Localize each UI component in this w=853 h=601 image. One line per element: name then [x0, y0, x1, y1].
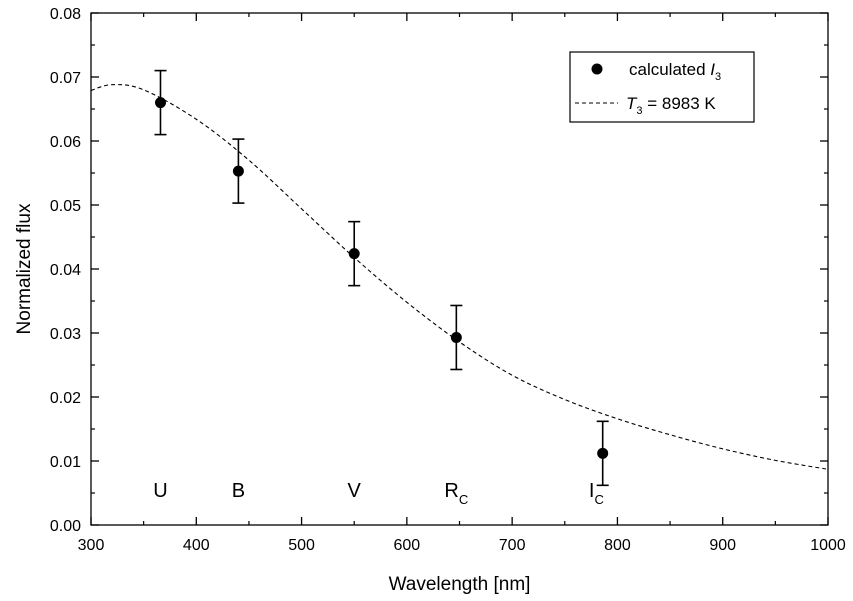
legend-italic: I — [710, 60, 715, 79]
x-tick-label: 700 — [499, 537, 526, 554]
x-tick-label: 600 — [394, 537, 421, 554]
data-point — [450, 331, 462, 343]
y-tick-label: 0.08 — [50, 6, 81, 23]
x-tick-label: 800 — [604, 537, 631, 554]
y-tick-label: 0.07 — [50, 70, 81, 87]
x-tick-label: 400 — [183, 537, 210, 554]
legend-marker — [591, 63, 603, 75]
legend-italic: T — [626, 94, 638, 113]
band-label: IC — [589, 480, 604, 507]
x-tick-label: 900 — [709, 537, 736, 554]
x-tick-label: 1000 — [810, 537, 846, 554]
legend-label: calculated I3 — [629, 60, 721, 83]
y-tick-label: 0.04 — [50, 262, 81, 279]
y-tick-label: 0.05 — [50, 198, 81, 215]
y-tick-label: 0.01 — [50, 454, 81, 471]
legend-rest: = 8983 K — [643, 94, 717, 113]
data-point — [597, 447, 609, 459]
fit-curve-line — [90, 84, 829, 470]
data-point — [348, 248, 360, 260]
data-points-layer — [154, 69, 609, 487]
legend-subscript: 3 — [715, 71, 721, 83]
x-tick-label: 300 — [78, 537, 105, 554]
y-tick-label: 0.03 — [50, 326, 81, 343]
band-label-subscript: C — [459, 492, 468, 507]
legend-box — [569, 51, 755, 123]
band-label-subscript: C — [594, 492, 603, 507]
fit-curve-layer — [90, 84, 829, 470]
band-label: V — [348, 480, 362, 502]
x-axis-title: Wavelength [nm] — [389, 574, 531, 595]
band-label: RC — [444, 480, 468, 507]
y-tick-label: 0.00 — [50, 518, 81, 535]
y-axis-title: Normalized flux — [14, 203, 35, 334]
legend-subscript: 3 — [636, 105, 642, 117]
data-point — [154, 97, 166, 109]
band-label: U — [153, 480, 167, 502]
y-tick-label: 0.06 — [50, 134, 81, 151]
band-label: B — [232, 480, 245, 502]
data-point — [232, 165, 244, 177]
y-tick-label: 0.02 — [50, 390, 81, 407]
x-tick-label: 500 — [288, 537, 315, 554]
legend-label: T3 = 8983 K — [626, 94, 716, 117]
band-labels: U B V RC IC — [153, 480, 604, 507]
axes: 300 400 500 600 700 800 900 1000 0.00 0.01 0.02 0.0… — [50, 6, 846, 554]
